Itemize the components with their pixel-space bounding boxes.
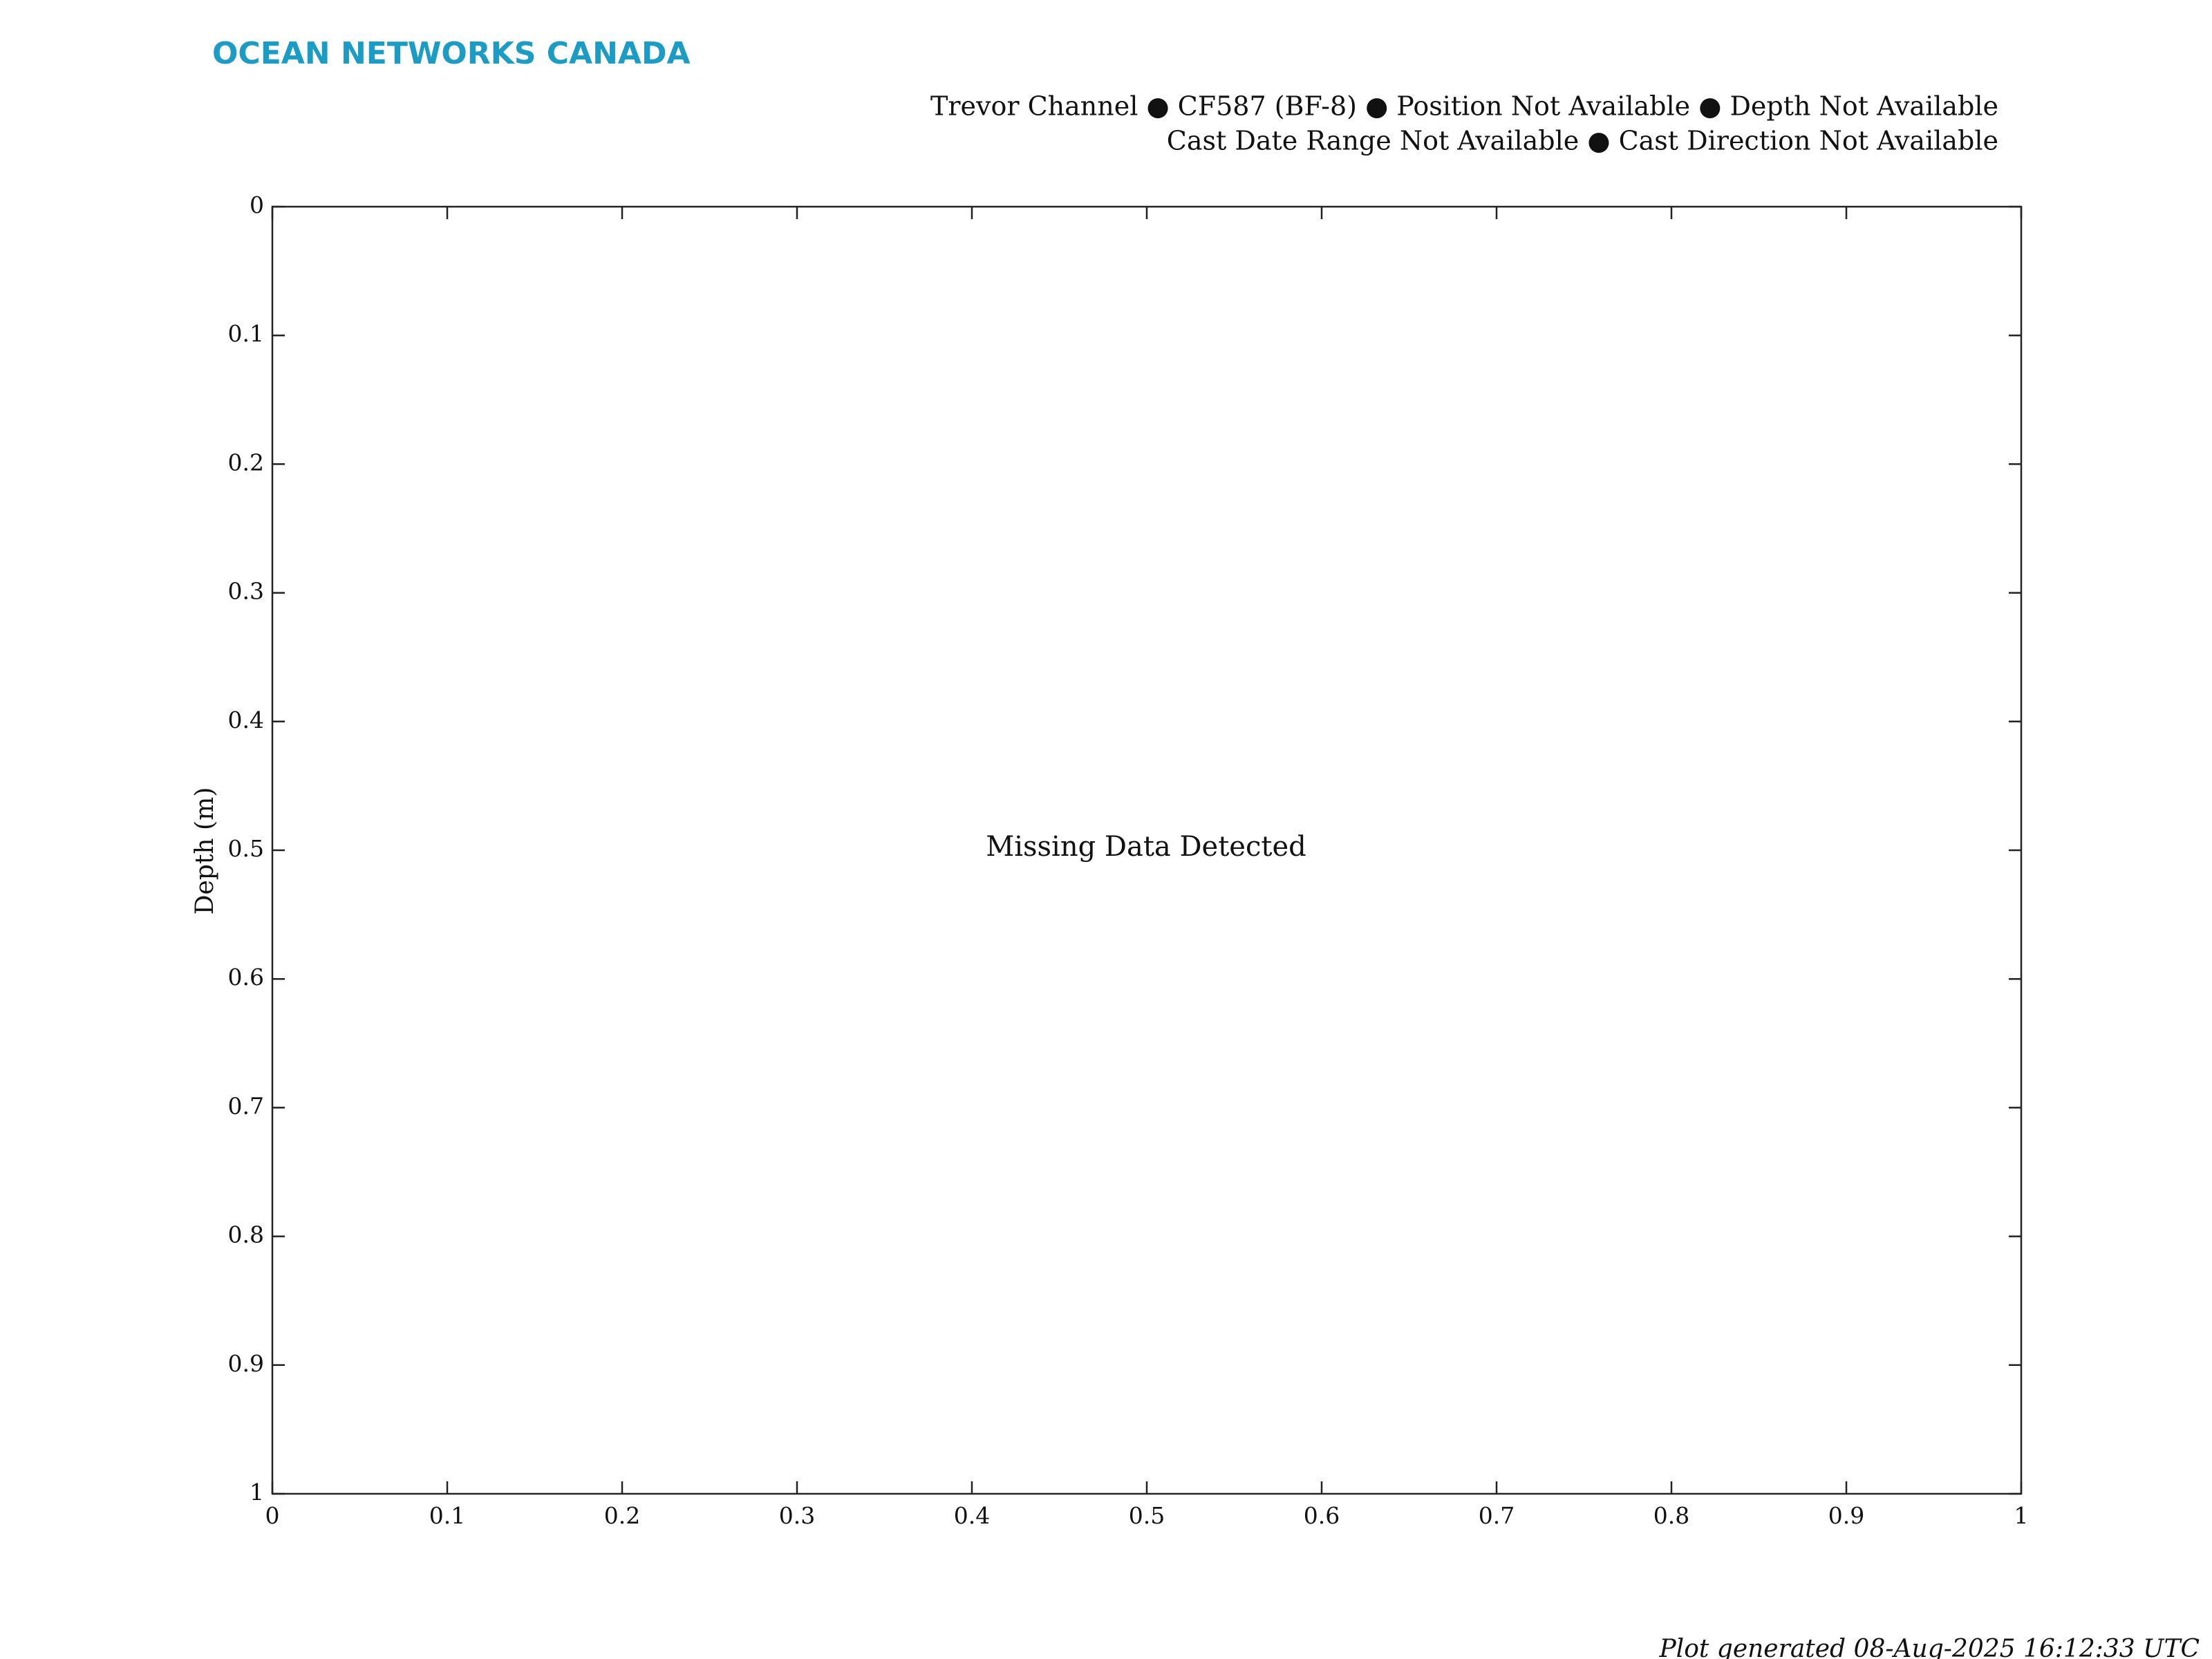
y-tick-label: 0.3 — [228, 578, 264, 605]
y-tick-label: 0.5 — [228, 835, 264, 862]
y-tick-label: 0.8 — [228, 1221, 264, 1248]
y-tick-label: 0.4 — [228, 706, 264, 733]
y-tick-label: 0 — [250, 191, 264, 218]
title-line: Cast Date Range Not Available ● Cast Dir… — [1167, 126, 1998, 156]
x-tick-label: 0 — [265, 1502, 280, 1529]
x-tick-label: 0.2 — [604, 1502, 640, 1529]
x-tick-label: 0.6 — [1304, 1502, 1340, 1529]
y-tick-label: 0.7 — [228, 1092, 264, 1119]
x-tick-label: 1 — [2014, 1502, 2029, 1529]
x-tick-label: 0.9 — [1828, 1502, 1864, 1529]
x-tick-label: 0.1 — [429, 1502, 465, 1529]
x-tick-label: 0.8 — [1653, 1502, 1689, 1529]
y-axis-label: Depth (m) — [191, 787, 219, 915]
x-tick-label: 0.5 — [1129, 1502, 1165, 1529]
title-line: Trevor Channel ● CF587 (BF-8) ● Position… — [930, 91, 1998, 122]
y-tick-label: 0.2 — [228, 449, 264, 476]
y-tick-label: 1 — [250, 1479, 264, 1506]
y-tick-label: 0.6 — [228, 964, 264, 991]
y-tick-label: 0.9 — [228, 1350, 264, 1377]
footer: Plot generated 08-Aug-2025 16:12:33 UTC — [1658, 1635, 2200, 1659]
x-tick-label: 0.3 — [779, 1502, 815, 1529]
brand: OCEAN NETWORKS CANADA — [212, 36, 691, 71]
y-tick-label: 0.1 — [228, 320, 264, 347]
annotation: Missing Data Detected — [986, 831, 1306, 863]
x-tick-label: 0.4 — [954, 1502, 990, 1529]
x-tick-label: 0.7 — [1479, 1502, 1515, 1529]
